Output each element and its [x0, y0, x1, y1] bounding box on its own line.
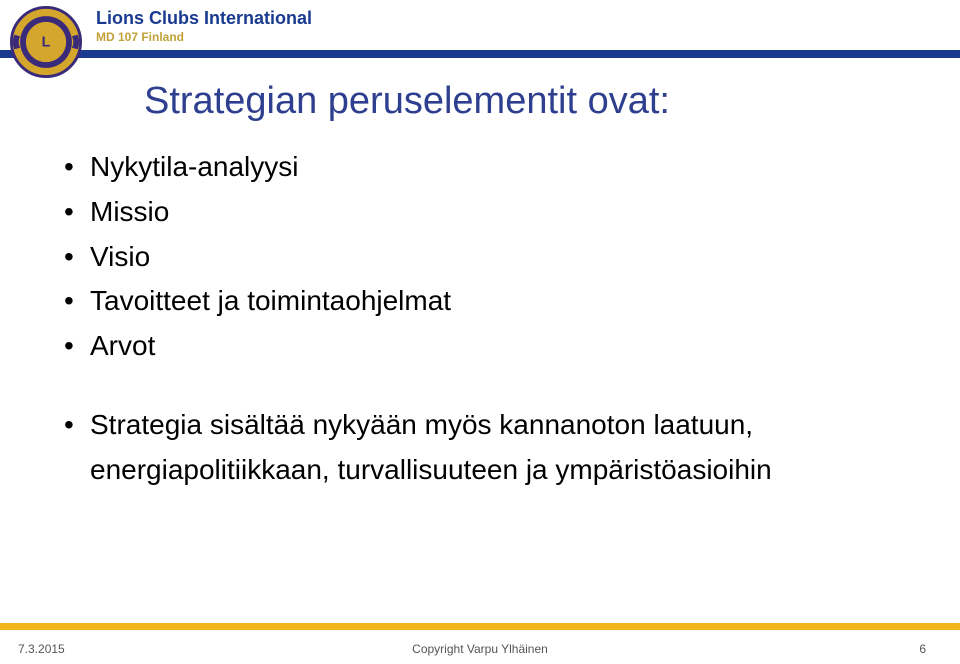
spacer [24, 369, 936, 403]
bullet-item: Visio [64, 235, 936, 280]
footer-copyright: Copyright Varpu Ylhäinen [0, 642, 960, 656]
content-area: Strategian peruselementit ovat: Nykytila… [0, 72, 960, 620]
slide: L Lions Clubs International MD 107 Finla… [0, 0, 960, 664]
footer: 7.3.2015 Copyright Varpu Ylhäinen 6 [0, 634, 960, 664]
bullet-item: Strategia sisältää nykyään myös kannanot… [64, 403, 936, 493]
footer-page-number: 6 [919, 642, 926, 656]
bullet-list-2: Strategia sisältää nykyään myös kannanot… [24, 403, 936, 493]
header-rule [0, 50, 960, 58]
bullet-item: Nykytila-analyysi [64, 145, 936, 190]
bullet-item: Tavoitteet ja toimintaohjelmat [64, 279, 936, 324]
lions-logo: L [10, 6, 82, 78]
svg-text:L: L [42, 34, 51, 50]
slide-title: Strategian peruselementit ovat: [24, 80, 936, 123]
org-subtitle: MD 107 Finland [96, 30, 184, 44]
header: L Lions Clubs International MD 107 Finla… [0, 0, 960, 56]
bullet-item: Arvot [64, 324, 936, 369]
bullet-list-1: Nykytila-analyysi Missio Visio Tavoittee… [24, 145, 936, 369]
org-title: Lions Clubs International [96, 8, 312, 29]
bullet-item: Missio [64, 190, 936, 235]
footer-rule [0, 623, 960, 630]
